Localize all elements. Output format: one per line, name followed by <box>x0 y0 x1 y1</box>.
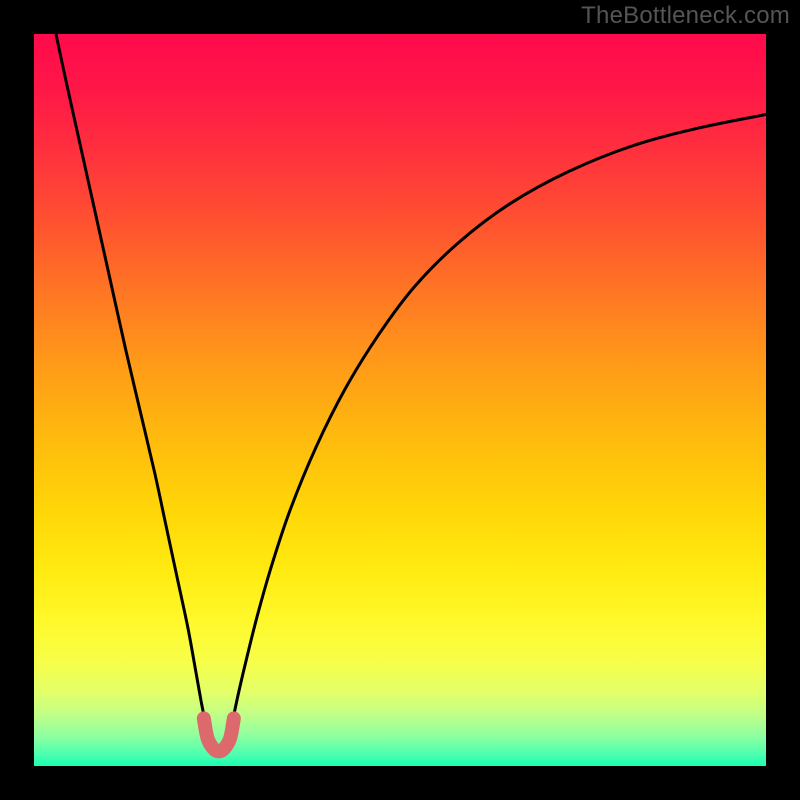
chart-container: TheBottleneck.com <box>0 0 800 800</box>
chart-background <box>34 34 766 766</box>
bottleneck-chart <box>0 0 800 800</box>
watermark-text: TheBottleneck.com <box>581 2 790 30</box>
